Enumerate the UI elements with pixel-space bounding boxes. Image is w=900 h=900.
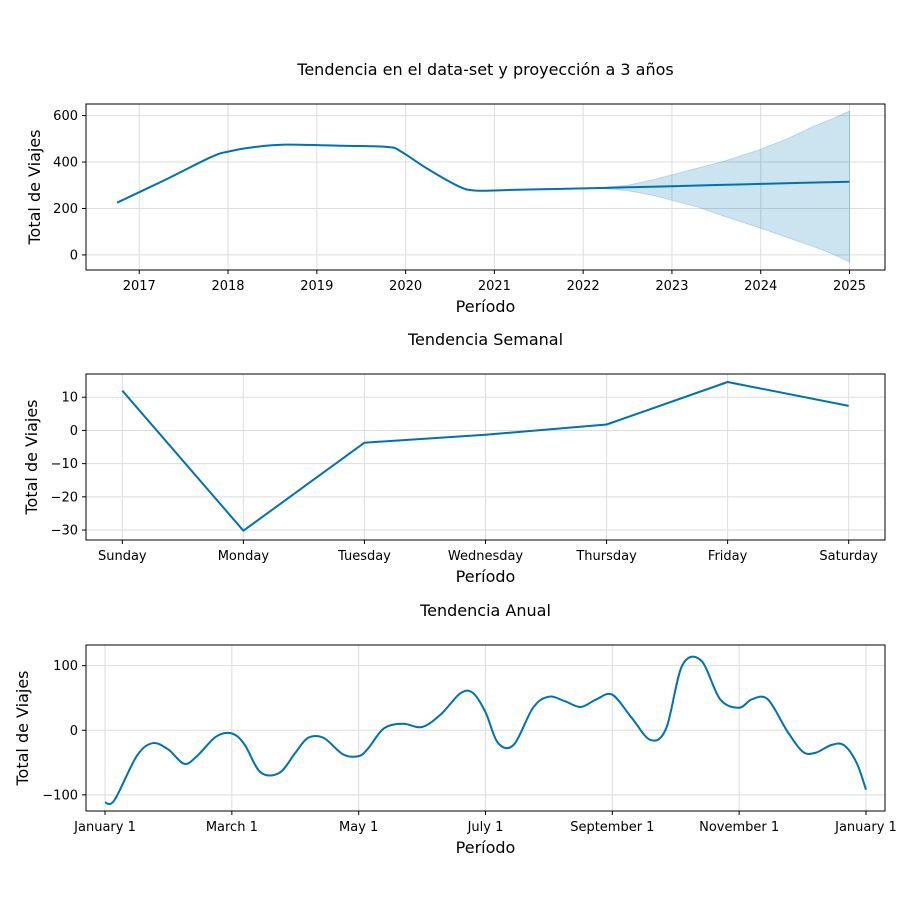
y-axis-label: Total de Viajes xyxy=(25,129,44,245)
x-tick-label: Saturday xyxy=(819,549,878,564)
chart-title: Tendencia Semanal xyxy=(407,330,563,349)
chart-panel-2: Tendencia Semanal Sunday Monday Tuesday Wedn… xyxy=(22,330,886,586)
series-line xyxy=(121,381,849,532)
y-tick-label: 0 xyxy=(70,724,78,739)
x-tick-label: Tuesday xyxy=(337,549,391,564)
y-tick-label: −20 xyxy=(51,490,78,505)
x-tick-label: 2018 xyxy=(211,279,244,294)
x-tick-label: 2025 xyxy=(833,279,866,294)
series-line xyxy=(104,655,867,806)
y-tick-label: −10 xyxy=(51,457,78,472)
y-tick-label: 200 xyxy=(53,202,78,217)
plot-frame xyxy=(85,644,886,812)
x-tick-label: 2017 xyxy=(123,279,156,294)
x-tick-label: Wednesday xyxy=(448,549,524,564)
x-axis-label: Período xyxy=(456,297,516,316)
x-tick-label: 2024 xyxy=(744,279,777,294)
y-axis-label: Total de Viajes xyxy=(13,670,32,786)
x-tick-label: May 1 xyxy=(339,820,378,835)
x-tick-label: 2020 xyxy=(389,279,422,294)
x-tick-label: November 1 xyxy=(699,820,779,835)
series-line xyxy=(116,143,850,204)
y-tick-label: 0 xyxy=(70,248,78,263)
chart-panel-1: Tendencia en el data-set y proyección a … xyxy=(25,60,886,316)
chart-panel-3: Tendencia Anual January 1 March 1 May 1 July… xyxy=(13,601,897,857)
x-tick-label: July 1 xyxy=(467,820,504,835)
x-tick-label: Monday xyxy=(218,549,270,564)
x-axis-label: Período xyxy=(456,567,516,586)
x-tick-label: 2022 xyxy=(567,279,600,294)
y-tick-label: 100 xyxy=(53,659,78,674)
y-tick-label: 400 xyxy=(53,156,78,171)
x-tick-label: January 1 xyxy=(834,820,897,835)
chart-title: Tendencia en el data-set y proyección a … xyxy=(296,60,673,79)
y-axis-label: Total de Viajes xyxy=(22,399,41,515)
y-tick-label: 10 xyxy=(61,391,78,406)
x-axis-label: Período xyxy=(456,838,516,857)
x-tick-label: 2023 xyxy=(655,279,688,294)
uncertainty-band xyxy=(600,110,850,263)
x-tick-label: January 1 xyxy=(73,820,136,835)
y-tick-label: −100 xyxy=(42,788,78,803)
plot-frame xyxy=(85,103,886,271)
x-tick-label: September 1 xyxy=(570,820,654,835)
x-tick-label: Thursday xyxy=(575,549,637,564)
y-tick-label: 600 xyxy=(53,109,78,124)
plot-frame xyxy=(85,373,886,541)
x-tick-label: Friday xyxy=(708,549,748,564)
chart-title: Tendencia Anual xyxy=(419,601,551,620)
y-tick-label: 0 xyxy=(70,424,78,439)
x-tick-label: 2019 xyxy=(300,279,333,294)
x-tick-label: Sunday xyxy=(98,549,147,564)
y-tick-label: −30 xyxy=(51,524,78,539)
x-tick-label: 2021 xyxy=(478,279,511,294)
x-tick-label: March 1 xyxy=(206,820,258,835)
